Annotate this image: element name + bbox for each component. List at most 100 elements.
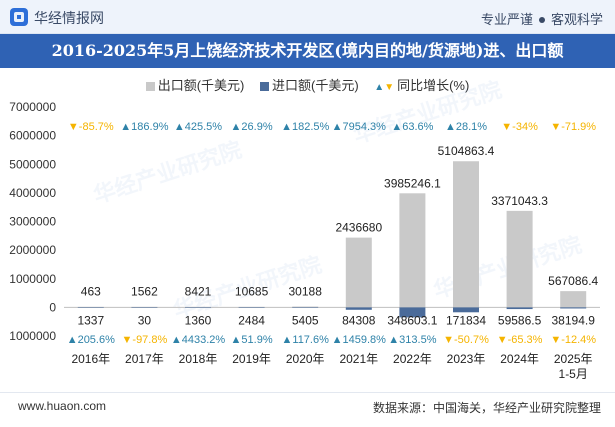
footer-website: www.huaon.com xyxy=(18,399,107,413)
legend-import-swatch xyxy=(259,82,269,91)
import-bar xyxy=(238,307,265,308)
y-tick-label: 4000000 xyxy=(9,186,56,200)
export-yoy-label: ▼-34% xyxy=(501,121,538,133)
export-bar xyxy=(77,306,104,308)
y-tick-label: 3000000 xyxy=(9,215,56,229)
import-value-label: 38194.9 xyxy=(552,313,596,327)
import-bar xyxy=(560,307,587,309)
import-bar xyxy=(185,307,211,308)
y-tick-label: 6000000 xyxy=(9,129,56,143)
import-bar xyxy=(131,307,158,308)
export-value-label: 2436680 xyxy=(335,221,382,235)
import-yoy-label: ▼-50.7% xyxy=(443,334,489,346)
import-yoy-label: ▲313.5% xyxy=(388,334,436,346)
export-bar xyxy=(131,306,158,308)
logo-icon xyxy=(10,8,28,26)
import-yoy-label: ▼-12.4% xyxy=(550,334,596,346)
y-tick-label: 5000000 xyxy=(9,157,56,171)
export-yoy-label: ▼-71.9% xyxy=(550,121,596,133)
x-tick-label: 2022年 xyxy=(393,352,432,366)
import-value-label: 1360 xyxy=(185,313,212,327)
import-yoy-label: ▼-65.3% xyxy=(497,334,543,346)
export-value-label: 10685 xyxy=(235,284,269,298)
import-value-label: 2484 xyxy=(238,313,265,327)
y-tick-label: 0 xyxy=(49,300,56,314)
x-tick-label: 2023年 xyxy=(447,352,486,366)
chart-area: 7000000 6000000 5000000 4000000 3000000 20000… xyxy=(9,100,600,381)
export-bar xyxy=(292,306,319,308)
x-tick-label: 2019年 xyxy=(232,352,271,366)
import-value-label: 30 xyxy=(138,313,152,327)
legend-yoy-arrows: ▲▼ xyxy=(374,82,395,93)
import-bar xyxy=(345,307,372,310)
y-tick-label: 7000000 xyxy=(9,100,56,114)
import-value-label: 171834 xyxy=(446,313,486,327)
export-value-label: 567086.4 xyxy=(548,274,598,288)
legend-import: 进口额(千美元) xyxy=(259,75,359,94)
import-value-label: 59586.5 xyxy=(498,313,542,327)
chart-legend: 出口额(千美元) 进口额(千美元) ▲▼ 同比增长(%) xyxy=(0,75,615,94)
export-bar xyxy=(185,306,211,308)
import-yoy-label: ▲117.6% xyxy=(282,334,330,346)
export-yoy-label: ▲28.1% xyxy=(445,121,487,133)
import-bar xyxy=(453,307,479,313)
x-tick-label: 2017年 xyxy=(125,352,164,366)
import-bar xyxy=(399,307,426,318)
export-value-label: 30188 xyxy=(289,284,323,298)
export-yoy-label: ▼-85.7% xyxy=(68,121,114,133)
x-tick-label: 2016年 xyxy=(71,352,110,366)
dot-icon xyxy=(538,16,545,23)
export-value-label: 8421 xyxy=(185,284,212,298)
import-yoy-label: ▲1459.8% xyxy=(332,334,387,346)
export-value-label: 463 xyxy=(81,284,101,298)
x-tick-label: 1-5月 xyxy=(559,367,588,381)
import-yoy-label: ▲4433.2% xyxy=(171,334,226,346)
export-yoy-label: ▲26.9% xyxy=(231,121,273,133)
x-tick-label: 2025年 xyxy=(554,352,593,366)
import-value-label: 5405 xyxy=(292,313,319,327)
import-value-label: 348603.1 xyxy=(387,313,437,327)
legend-export-swatch xyxy=(145,82,155,91)
y-tick-label: 1000000 xyxy=(9,329,56,343)
y-tick-label: 2000000 xyxy=(9,243,56,257)
top-bar: 华经情报网 专业严谨 客观科学 xyxy=(0,0,615,34)
brand-name: 华经情报网 xyxy=(34,10,104,26)
export-bar xyxy=(506,210,533,308)
import-bar xyxy=(292,307,319,308)
import-bar xyxy=(506,307,533,310)
export-value-label: 1562 xyxy=(131,284,158,298)
import-yoy-label: ▲51.9% xyxy=(231,334,273,346)
chart-title: 2016-2025年5月上饶经济技术开发区(境内目的地/货源地)进、出口额 xyxy=(0,34,615,68)
export-value-label: 3985246.1 xyxy=(384,176,441,190)
tagline-2: 客观科学 xyxy=(550,12,603,27)
export-yoy-label: ▲182.5% xyxy=(281,121,329,133)
export-bar xyxy=(238,306,265,308)
tagline-1: 专业严谨 xyxy=(480,12,533,27)
x-tick-label: 2024年 xyxy=(500,352,539,366)
legend-export-label: 出口额(千美元) xyxy=(157,78,245,93)
x-tick-label: 2020年 xyxy=(286,352,325,366)
legend-yoy-label: 同比增长(%) xyxy=(397,78,470,93)
import-bar xyxy=(77,307,104,308)
export-yoy-label: ▲425.5% xyxy=(174,121,222,133)
y-tick-label: 1000000 xyxy=(9,272,56,286)
export-yoy-label: ▲63.6% xyxy=(391,121,433,133)
tagline: 专业严谨 客观科学 xyxy=(481,9,603,28)
legend-yoy: ▲▼ 同比增长(%) xyxy=(374,75,469,94)
legend-export: 出口额(千美元) xyxy=(145,75,245,94)
export-value-label: 3371043.3 xyxy=(491,194,548,208)
import-yoy-label: ▼-97.8% xyxy=(122,334,168,346)
import-value-label: 84308 xyxy=(342,313,376,327)
export-bar xyxy=(345,237,372,308)
footer-divider xyxy=(0,392,615,393)
export-yoy-label: ▲7954.3% xyxy=(332,121,387,133)
import-value-label: 1337 xyxy=(77,313,104,327)
import-yoy-label: ▲205.6% xyxy=(67,334,115,346)
footer-source: 数据来源：中国海关，华经产业研究院整理 xyxy=(372,401,601,415)
export-bar xyxy=(399,193,426,308)
legend-import-label: 进口额(千美元) xyxy=(271,78,359,93)
export-bar xyxy=(560,291,587,308)
export-value-label: 5104863.4 xyxy=(438,144,495,158)
export-bar xyxy=(453,161,479,308)
x-tick-label: 2018年 xyxy=(179,352,218,366)
